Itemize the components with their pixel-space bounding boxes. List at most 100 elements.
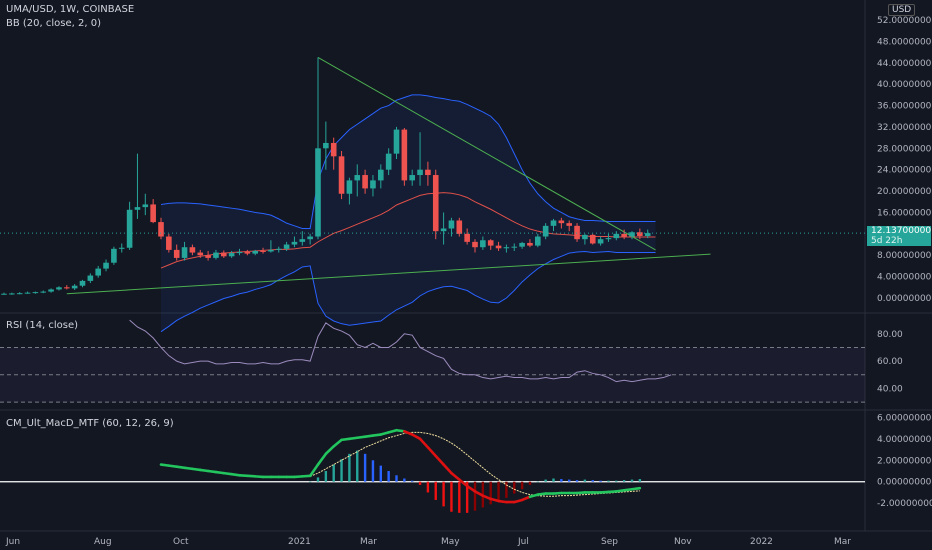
candle-body: [142, 204, 149, 208]
candle-body: [503, 247, 510, 249]
macd-line-segment: [481, 494, 493, 501]
price-tick-label: 16.00000000: [877, 208, 932, 218]
candle-body: [409, 175, 415, 181]
candle-body: [134, 207, 141, 210]
trendline-descending: [317, 56, 656, 251]
macd-line-segment: [410, 433, 422, 441]
x-tick-label: 2022: [750, 537, 773, 547]
candle-body: [236, 252, 243, 254]
macd-histogram-bar: [308, 481, 312, 483]
candle-body: [582, 234, 588, 240]
candle-body: [495, 245, 502, 249]
macd-line-segment: [442, 463, 453, 475]
macd-line-segment: [536, 492, 547, 496]
candle-body: [48, 289, 54, 292]
macd-histogram-bar: [536, 481, 539, 483]
macd-line-segment: [379, 431, 390, 436]
last-price-badge: 12.13700000 5d 22h: [867, 226, 931, 246]
macd-histogram-bar: [568, 479, 571, 482]
macd-histogram-bar: [607, 480, 610, 482]
candle-body: [511, 246, 518, 248]
macd-line-segment: [457, 478, 469, 488]
macd-histogram-bar: [583, 479, 587, 482]
macd-line-segment: [308, 463, 320, 478]
x-tick-label: 2021: [288, 537, 311, 547]
candle-body: [401, 129, 408, 181]
candle-body: [205, 255, 211, 258]
macd-line-segment: [450, 471, 461, 481]
currency-label[interactable]: USD: [888, 4, 916, 16]
macd-line-segment: [489, 497, 500, 503]
macd-line-segment: [324, 445, 336, 456]
rsi-line: [129, 319, 672, 383]
macd-histogram-bar: [426, 481, 430, 493]
candle-body: [307, 236, 313, 240]
macd-histogram-bar: [324, 471, 328, 482]
macd-line-segment: [238, 473, 249, 478]
macd-line-segment: [230, 472, 241, 477]
macd-line-segment: [512, 498, 524, 504]
macd-histogram-bar: [544, 479, 547, 482]
price-tick-label: 40.00000000: [877, 80, 932, 90]
macd-histogram-bar: [591, 480, 594, 482]
macd-line-segment: [622, 487, 634, 492]
candle-body: [432, 175, 439, 232]
rsi-indicator-label: RSI (14, close): [6, 320, 79, 331]
candle-body: [637, 232, 643, 236]
macd-line-segment: [418, 437, 430, 449]
macd-line-segment: [167, 464, 178, 469]
candle-body: [558, 220, 565, 224]
candle-body: [393, 129, 400, 154]
symbol-title: UMA/USD, 1W, COINBASE: [6, 4, 135, 15]
candle-body: [24, 292, 31, 294]
macd-histogram-bar: [332, 464, 335, 482]
candle-body: [118, 247, 125, 249]
macd-tick-label: -2.00000000: [877, 499, 932, 509]
macd-tick-label: 6.00000000: [877, 413, 932, 423]
rsi-tick-label: 80.00: [877, 330, 903, 340]
macd-line-segment: [246, 474, 257, 478]
macd-histogram-bar: [363, 453, 367, 482]
candle-body: [95, 268, 101, 276]
macd-histogram-bar: [450, 481, 453, 512]
price-tick-label: 4.00000000: [877, 273, 932, 283]
candle-body: [299, 239, 306, 242]
macd-histogram-bar: [356, 450, 359, 482]
candle-body: [181, 247, 188, 258]
candle-body: [275, 248, 282, 250]
macd-histogram-bar: [489, 481, 492, 505]
macd-histogram-bar: [622, 480, 626, 482]
candle-body: [213, 252, 219, 258]
bb-indicator-label: BB (20, close, 2, 0): [6, 18, 101, 29]
x-tick-label: Sep: [601, 537, 618, 547]
candle-body: [16, 293, 23, 295]
candle-body: [613, 233, 620, 239]
macd-tick-label: 2.00000000: [877, 456, 932, 466]
candle-body: [589, 234, 596, 244]
macd-line-segment: [465, 484, 477, 493]
candle-body: [338, 156, 345, 194]
candle-body: [87, 275, 94, 281]
candle-body: [425, 169, 431, 176]
bb-upper-line: [160, 94, 656, 229]
candle-body: [158, 222, 164, 237]
macd-histogram-bar: [638, 479, 642, 482]
macd-histogram-bar: [387, 471, 390, 482]
price-tick-label: 44.00000000: [877, 59, 932, 69]
candle-body: [370, 180, 376, 189]
rsi-band: [0, 347, 865, 403]
candle-body: [315, 148, 321, 237]
macd-histogram-bar: [371, 460, 375, 482]
candle-body: [221, 252, 227, 257]
macd-histogram-bar: [418, 481, 422, 485]
candle-body: [605, 238, 612, 240]
macd-line-segment: [300, 474, 312, 478]
macd-line-segment: [395, 428, 406, 433]
macd-line-segment: [183, 466, 194, 471]
candle-body: [64, 287, 70, 289]
macd-histogram-bar: [434, 481, 437, 500]
macd-histogram-bar: [379, 465, 382, 482]
candle-body: [166, 236, 172, 250]
macd-histogram-bar: [528, 481, 532, 485]
